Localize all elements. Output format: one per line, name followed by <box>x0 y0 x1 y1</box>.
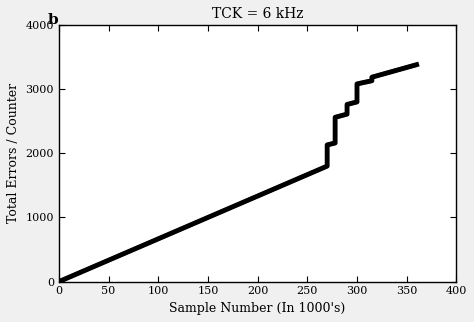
Y-axis label: Total Errors / Counter: Total Errors / Counter <box>7 83 20 223</box>
X-axis label: Sample Number (In 1000's): Sample Number (In 1000's) <box>170 302 346 315</box>
Text: b: b <box>47 13 58 27</box>
Title: TCK = 6 kHz: TCK = 6 kHz <box>212 7 303 21</box>
